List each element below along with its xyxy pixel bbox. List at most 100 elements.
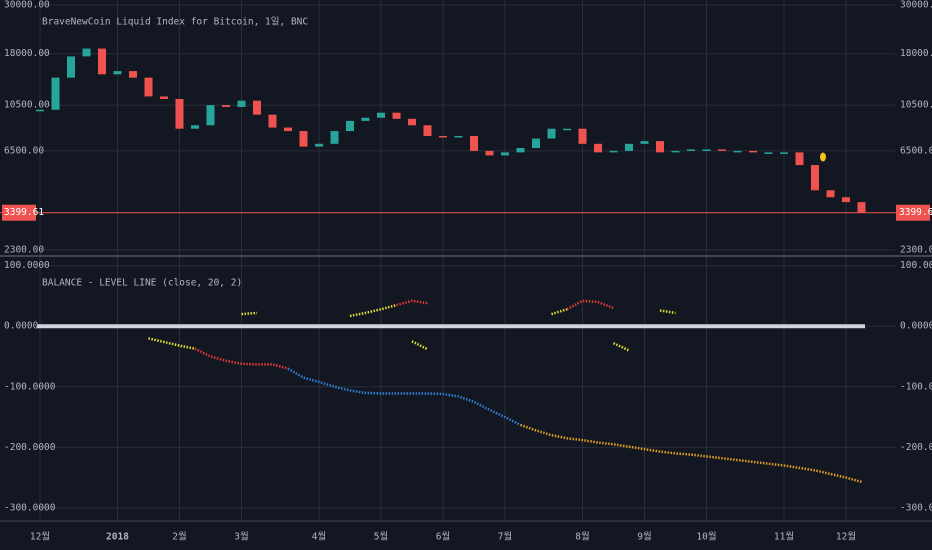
candle bbox=[733, 150, 742, 153]
candle bbox=[206, 105, 215, 126]
candle bbox=[392, 112, 401, 119]
y-tick-label: 2300.00 bbox=[4, 245, 44, 256]
y-tick-label: 30000.00 bbox=[4, 0, 50, 10]
candle bbox=[144, 77, 153, 97]
candle bbox=[98, 48, 106, 75]
y-tick-label: -300.0000 bbox=[900, 502, 932, 513]
candle bbox=[36, 109, 44, 112]
x-tick-label: 6월 bbox=[436, 531, 450, 543]
candle bbox=[299, 131, 308, 147]
candle bbox=[795, 152, 804, 166]
y-tick-label: 6500.00 bbox=[4, 145, 44, 156]
candle bbox=[315, 143, 323, 147]
y-tick-label: 18000.00 bbox=[4, 48, 50, 59]
candle bbox=[625, 143, 633, 151]
price-label: 3399.61 bbox=[4, 207, 44, 218]
candle bbox=[253, 100, 261, 115]
candle bbox=[361, 117, 370, 121]
x-tick-label: 12월 bbox=[30, 531, 50, 543]
y-tick-label: 6500.00 bbox=[900, 145, 932, 156]
candle bbox=[82, 48, 91, 57]
x-tick-label: 4월 bbox=[312, 531, 326, 543]
indicator-line bbox=[287, 367, 522, 427]
indicator-line bbox=[194, 299, 614, 370]
event-marker bbox=[820, 152, 826, 162]
candle bbox=[268, 114, 277, 128]
x-tick-label: 5월 bbox=[374, 531, 388, 543]
price-label-box bbox=[896, 204, 930, 221]
x-tick-label: 8월 bbox=[575, 531, 589, 543]
x-tick-label: 12월 bbox=[836, 531, 856, 543]
price-label-box bbox=[2, 204, 36, 221]
candle bbox=[640, 141, 649, 144]
candle bbox=[501, 152, 509, 156]
y-tick-label: 10500.00 bbox=[4, 100, 50, 111]
candle bbox=[470, 135, 478, 151]
price-title: BraveNewCoin Liquid Index for Bitcoin, 1… bbox=[42, 17, 308, 28]
y-tick-label: 100.0000 bbox=[900, 260, 932, 271]
y-tick-label: -100.0000 bbox=[4, 381, 56, 392]
candle bbox=[857, 202, 866, 213]
candle bbox=[764, 152, 773, 154]
candle bbox=[439, 135, 447, 138]
candle bbox=[656, 141, 664, 153]
candle bbox=[842, 197, 850, 203]
candle bbox=[532, 138, 540, 148]
marks bbox=[0, 48, 932, 484]
candle bbox=[671, 150, 680, 153]
y-tick-label: -100.0000 bbox=[900, 381, 932, 392]
x-tick-label: 3월 bbox=[234, 531, 248, 543]
candle bbox=[811, 165, 819, 191]
candle bbox=[191, 125, 199, 129]
candle bbox=[826, 190, 835, 198]
candle bbox=[780, 152, 788, 154]
y-tick-label: 0.0000 bbox=[900, 321, 932, 332]
candle bbox=[377, 112, 385, 118]
candle bbox=[547, 128, 556, 139]
x-tick-label: 2월 bbox=[172, 531, 186, 543]
candle bbox=[702, 149, 711, 151]
candle bbox=[594, 143, 602, 153]
candle bbox=[113, 71, 122, 75]
candle bbox=[51, 77, 60, 110]
y-tick-label: 0.0000 bbox=[4, 321, 39, 332]
x-tick-label: 10월 bbox=[696, 531, 716, 543]
candle bbox=[485, 150, 494, 156]
indicator-line bbox=[520, 423, 862, 484]
price-label: 3399.61 bbox=[899, 207, 932, 218]
candle bbox=[718, 149, 726, 151]
candle bbox=[346, 120, 354, 132]
candle bbox=[578, 128, 587, 144]
candle bbox=[330, 131, 339, 144]
x-tick-label: 2018 bbox=[106, 532, 129, 543]
y-tick-label: 10500.00 bbox=[900, 100, 932, 111]
candle bbox=[129, 71, 137, 78]
candle bbox=[222, 105, 230, 107]
candle bbox=[175, 98, 184, 129]
candle bbox=[67, 56, 75, 78]
grid bbox=[37, 0, 895, 520]
candle bbox=[563, 128, 571, 131]
indicator-title: BALANCE - LEVEL LINE (close, 20, 2) bbox=[42, 278, 242, 289]
y-tick-label: 100.0000 bbox=[4, 260, 50, 271]
y-tick-label: 30000.00 bbox=[900, 0, 932, 10]
y-tick-label: -200.0000 bbox=[4, 442, 56, 453]
candle bbox=[749, 150, 757, 153]
x-tick-label: 9월 bbox=[637, 531, 651, 543]
candle bbox=[687, 149, 695, 151]
y-tick-label: 2300.00 bbox=[900, 245, 932, 256]
candle bbox=[284, 127, 292, 132]
candle bbox=[423, 125, 432, 136]
candle bbox=[516, 147, 525, 153]
y-tick-label: 18000.00 bbox=[900, 48, 932, 59]
candle bbox=[237, 100, 246, 107]
x-tick-label: 7월 bbox=[498, 531, 512, 543]
x-tick-label: 11월 bbox=[774, 531, 794, 543]
candle bbox=[454, 135, 463, 138]
y-tick-label: -300.0000 bbox=[4, 502, 56, 513]
candle bbox=[609, 150, 618, 153]
candle bbox=[408, 118, 416, 126]
